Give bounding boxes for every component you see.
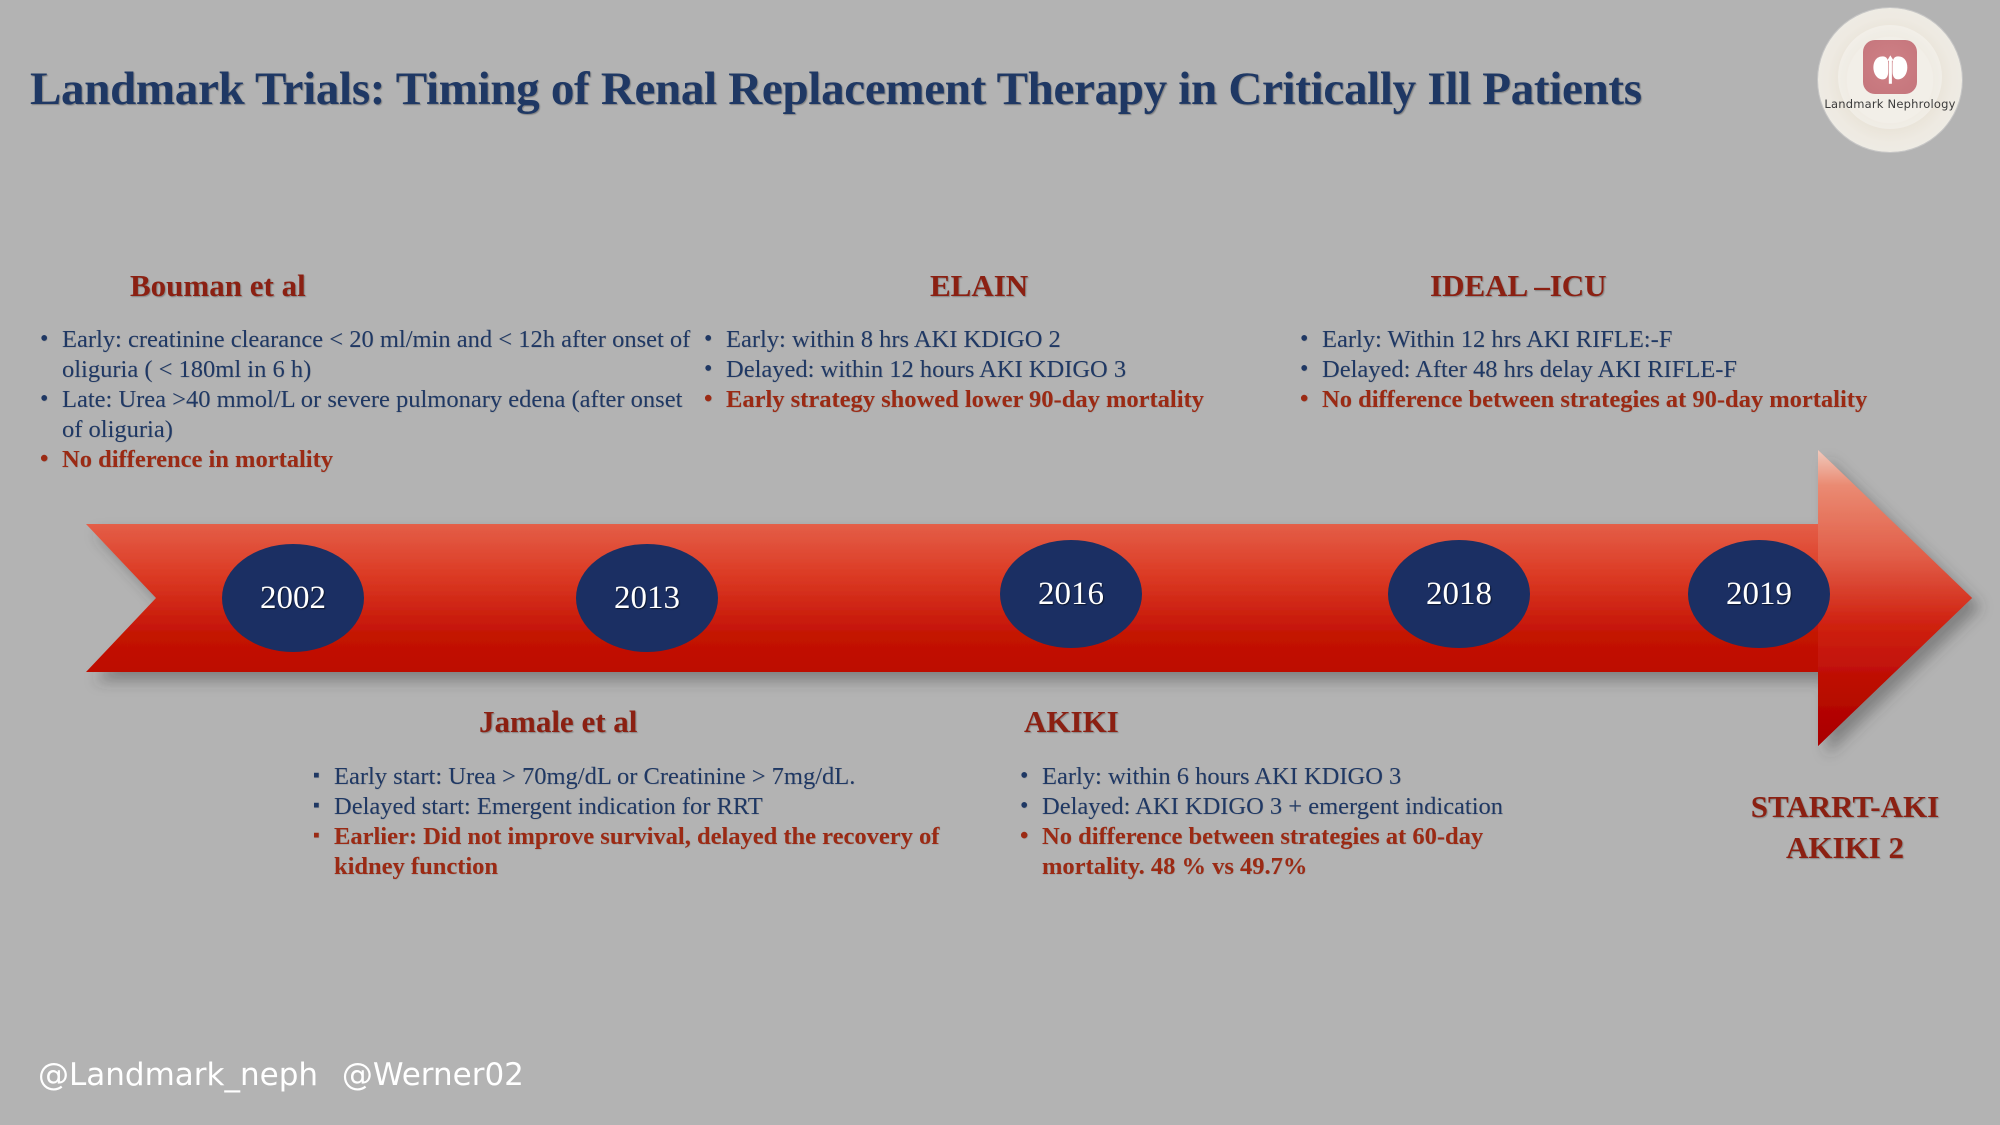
heading-elain: ELAIN [930,268,1029,303]
list-item: Earlier: Did not improve survival, delay… [308,821,988,882]
logo-label: Landmark Nephrology [1824,97,1956,112]
footer-handles: @Landmark_neph @Werner02 [38,1057,538,1093]
bullet-list-bouman: Early: creatinine clearance < 20 ml/min … [36,324,696,475]
list-item: No difference between strategies at 60-d… [1016,821,1576,882]
list-item: Late: Urea >40 mmol/L or severe pulmonar… [36,384,696,445]
timeline-year-2002[interactable]: 2002 [222,544,364,652]
list-item: Early start: Urea > 70mg/dL or Creatinin… [308,761,988,792]
logo-tile [1862,39,1918,95]
future-trials-line2: AKIKI 2 [1786,830,1904,865]
list-item: Delayed: After 48 hrs delay AKI RIFLE-F [1296,354,2000,385]
handle-werner02[interactable]: @Werner02 [341,1057,524,1093]
heading-jamale: Jamale et al [479,704,638,739]
timeline-year-2019[interactable]: 2019 [1688,540,1830,648]
future-trials-label: STARRT-AKI AKIKI 2 [1700,786,1990,868]
bullet-list-akiki: Early: within 6 hours AKI KDIGO 3 Delaye… [1016,761,1576,882]
handle-landmark-neph[interactable]: @Landmark_neph [38,1057,319,1093]
heading-bouman: Bouman et al [130,268,306,303]
timeline-year-2018[interactable]: 2018 [1388,540,1530,648]
list-item: No difference in mortality [36,444,696,475]
timeline-year-2016[interactable]: 2016 [1000,540,1142,648]
list-item: Early: Within 12 hrs AKI RIFLE:-F [1296,324,2000,355]
list-item: No difference between strategies at 90-d… [1296,384,2000,415]
list-item: Early: within 8 hrs AKI KDIGO 2 [700,324,1300,355]
future-trials-line1: STARRT-AKI [1750,789,1940,824]
list-item: Early strategy showed lower 90-day morta… [700,384,1300,415]
list-item: Early: creatinine clearance < 20 ml/min … [36,324,696,385]
bullet-list-ideal-icu: Early: Within 12 hrs AKI RIFLE:-F Delaye… [1296,324,2000,415]
kidney-icon [1873,54,1907,84]
timeline-year-label: 2018 [1426,575,1492,612]
list-item: Early: within 6 hours AKI KDIGO 3 [1016,761,1576,792]
heading-ideal-icu: IDEAL –ICU [1430,268,1607,303]
landmark-nephrology-logo: Landmark Nephrology [1818,8,1962,152]
timeline-year-label: 2019 [1726,575,1792,612]
timeline-year-label: 2002 [260,579,326,616]
list-item: Delayed: within 12 hours AKI KDIGO 3 [700,354,1300,385]
bullet-list-jamale: Early start: Urea > 70mg/dL or Creatinin… [308,761,988,882]
list-item: Delayed: AKI KDIGO 3 + emergent indicati… [1016,791,1576,822]
list-item: Delayed start: Emergent indication for R… [308,791,988,822]
timeline-year-label: 2013 [614,579,680,616]
page-title: Landmark Trials: Timing of Renal Replace… [30,63,1642,115]
heading-akiki: AKIKI [1024,704,1119,739]
timeline-year-2013[interactable]: 2013 [576,544,718,652]
bullet-list-elain: Early: within 8 hrs AKI KDIGO 2 Delayed:… [700,324,1300,415]
timeline-year-label: 2016 [1038,575,1104,612]
